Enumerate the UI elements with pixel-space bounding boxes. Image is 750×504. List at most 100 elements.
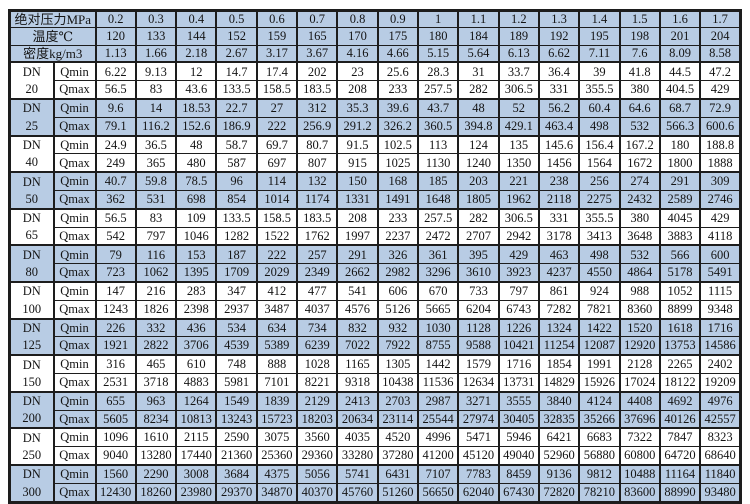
dn-100-qmin-value: 606	[376, 280, 420, 301]
dn-125-qmin-value: 634	[255, 317, 299, 338]
dn-300-qmin-value: 9812	[578, 463, 621, 484]
dn-125-qmin-value: 1226	[497, 317, 540, 338]
temperature-row-value: 198	[618, 27, 661, 46]
dn-125-qmax-value: 10421	[497, 336, 540, 357]
dn-300-qmax-value: 62040	[457, 482, 500, 503]
dn-25-qmax-value: 566.3	[658, 116, 702, 137]
dn-300-qmin-value: 3684	[215, 463, 258, 484]
dn-100-qmax-value: 4037	[296, 299, 339, 320]
dn-125-qmax-row: Qmax 1921 2822 3706 4539 5389 6239 7022 7922 8755…	[10, 336, 742, 357]
dn-150-qmin-value: 2265	[658, 354, 702, 374]
dn-250-qmax-value: 45120	[457, 446, 500, 466]
pressure-row: 绝对压力MPa 0.2 0.3 0.4 0.5 0.6 0.7 0.8 0.9 1 1.1 1.2 1.…	[8, 9, 742, 29]
dn-100-qmin-value: 733	[457, 280, 500, 301]
dn-250-qmin-value: 4520	[376, 427, 420, 448]
dn-65-qmax-value: 1762	[296, 226, 339, 247]
dn-65-qmin-value: 4045	[658, 207, 702, 228]
dn-100-qmin-value: 216	[134, 280, 178, 301]
density-row-value: 3.17	[255, 44, 299, 63]
temperature-row-value: 120	[94, 27, 137, 46]
dn-20-qmin-value: 31	[457, 61, 500, 82]
dn-40-qmin-value: 113	[416, 134, 460, 155]
dn-65-qmin-value: 133.5	[215, 207, 258, 228]
dn-80-qmax-value: 723	[94, 263, 137, 283]
dn-20-qmin-value: 6.22	[94, 61, 137, 82]
dn-300-qmin-value: 1560	[94, 463, 137, 484]
dn-200-qmin-value: 1264	[175, 390, 218, 411]
density-row-value: 5.64	[457, 44, 500, 63]
dn-200-qmax-value: 18203	[296, 409, 339, 430]
dn-300-qmax-value: 51260	[376, 482, 420, 503]
dn-size-label: 40	[25, 155, 39, 170]
temperature-row-value: 204	[699, 27, 742, 46]
dn-80-qmax-value: 4237	[537, 263, 581, 283]
dn-25-qmin-value: 43.7	[416, 97, 460, 118]
dn-250-qmax-value: 13280	[134, 446, 178, 466]
dn-150-qmax-value: 18122	[658, 372, 702, 393]
dn-65-qmax-value: 3648	[618, 226, 661, 247]
dn-150-qmax-value: 19209	[699, 372, 742, 393]
dn-200-qmin-value: 3271	[457, 390, 500, 411]
dn-50-qmin-value: 309	[699, 171, 742, 191]
dn-150-qmax-value: 8221	[296, 372, 339, 393]
dn-150-qmax-value: 9318	[336, 372, 379, 393]
dn-40-qmin-value: 69.7	[255, 134, 299, 155]
dn-100-qmax-value: 6204	[457, 299, 500, 320]
dn-20-qmin-value: 44.5	[658, 61, 702, 82]
pressure-row-value: 1.7	[699, 9, 742, 29]
dn-80-qmin-value: 187	[215, 244, 258, 265]
dn-65-qmax-value: 2472	[416, 226, 460, 247]
dn-65-qmin-value: 208	[336, 207, 379, 228]
dn-125-qmax-value: 7922	[376, 336, 420, 357]
dn-250-qmax-value: 60800	[618, 446, 661, 466]
dn-65-qmax-value: 797	[134, 226, 178, 247]
dn-300-qmax-value: 56650	[416, 482, 460, 503]
dn-50-qmin-value: 256	[578, 171, 621, 191]
dn-40-qmax-value: 915	[336, 153, 379, 174]
dn-65-qmin-value: 233	[376, 207, 420, 228]
dn-100-qmin-value: 924	[578, 280, 621, 301]
dn-label: DN	[22, 284, 41, 299]
dn-20-qmax-value: 380	[618, 80, 661, 101]
qmax-label: Qmax	[52, 116, 97, 137]
dn-150-qmax-value: 17024	[618, 372, 661, 393]
dn-40-qmax-value: 365	[134, 153, 178, 174]
dn-40-qmax-value: 480	[175, 153, 218, 174]
dn-80-label-cell: DN 80	[8, 244, 55, 283]
dn-20-qmin-row: DN 20 Qmin 6.22 9.13 12 14.7 17.4 202 23 25.6 28.3 3…	[8, 61, 742, 100]
dn-125-qmax-value: 9588	[457, 336, 500, 357]
dn-size-label: 250	[22, 448, 42, 463]
pressure-row-value: 1	[416, 9, 460, 29]
dn-20-qmax-value: 355.5	[578, 80, 621, 101]
dn-20-qmin-value: 9.13	[134, 61, 178, 82]
dn-80-qmin-value: 257	[296, 244, 339, 265]
dn-65-qmax-value: 1046	[175, 226, 218, 247]
dn-150-qmax-value: 14829	[537, 372, 581, 393]
dn-20-qmax-value: 83	[134, 80, 178, 101]
dn-300-qmin-value: 6431	[376, 463, 420, 484]
dn-150-qmin-value: 1854	[537, 354, 581, 374]
dn-200-qmax-row: Qmax 5605 8234 10813 13243 15723 18203 20634 231…	[10, 409, 742, 430]
dn-150-qmin-value: 1579	[457, 354, 500, 374]
dn-125-qmin-value: 1520	[618, 317, 661, 338]
dn-125-qmin-value: 1324	[537, 317, 581, 338]
dn-20-qmax-value: 158.5	[255, 80, 299, 101]
dn-100-qmax-value: 7282	[537, 299, 581, 320]
dn-40-qmax-row: Qmax 249 365 480 587 697 807 915 1025 1130 1240 135…	[10, 153, 742, 174]
pressure-row-value: 1.4	[578, 9, 621, 29]
dn-125-qmin-value: 436	[175, 317, 218, 338]
dn-300-label-cell: DN 300	[8, 463, 55, 504]
dn-100-qmax-value: 1826	[134, 299, 178, 320]
dn-50-qmax-value: 1962	[497, 189, 540, 210]
dn-size-label: 150	[22, 374, 42, 389]
temperature-row-value: 152	[215, 27, 258, 46]
dn-80-qmin-value: 600	[699, 244, 742, 265]
dn-40-qmax-value: 1672	[618, 153, 661, 174]
dn-25-qmax-value: 532	[618, 116, 661, 137]
dn-50-qmax-value: 1805	[457, 189, 500, 210]
dn-150-qmin-value: 1165	[336, 354, 379, 374]
dn-200-qmax-value: 5605	[94, 409, 137, 430]
dn-65-qmax-value: 2707	[457, 226, 500, 247]
dn-40-qmin-value: 180	[658, 134, 702, 155]
dn-150-qmin-value: 888	[255, 354, 299, 374]
